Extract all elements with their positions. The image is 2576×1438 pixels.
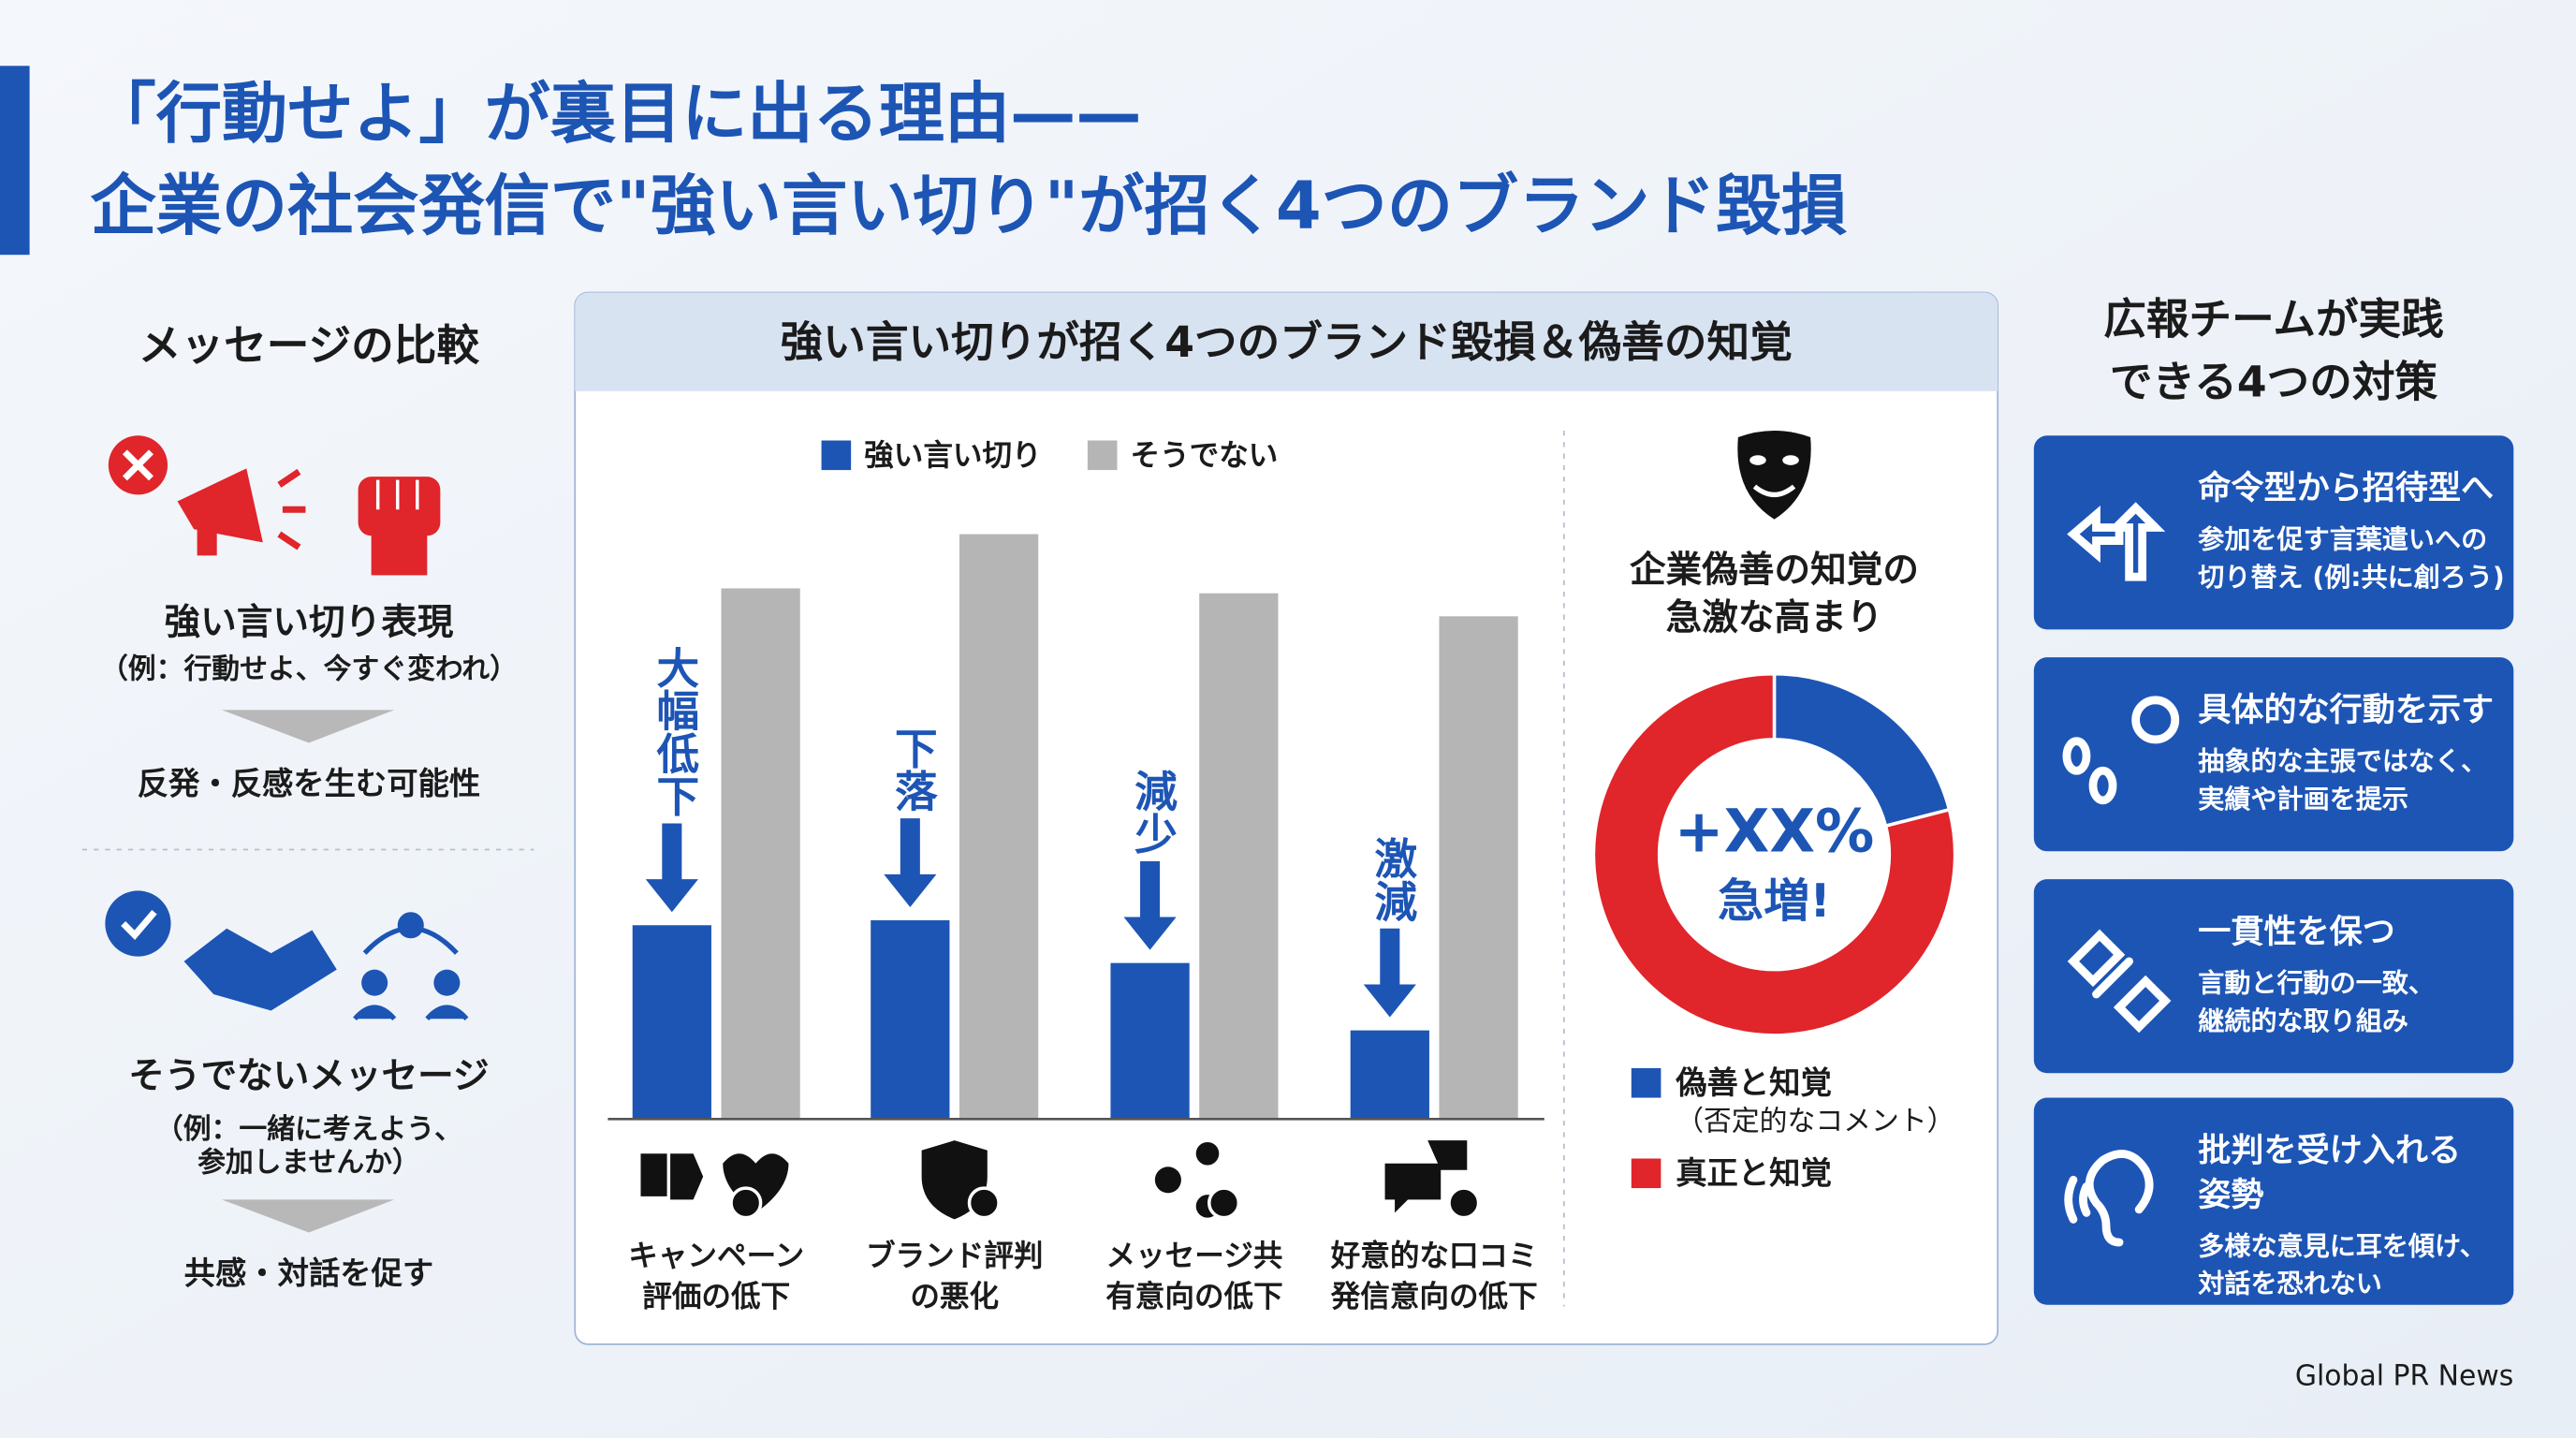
- category-icon-badge: [1207, 1186, 1241, 1220]
- annotation: 大幅低下: [650, 646, 699, 817]
- category-icon: [1154, 1141, 1220, 1218]
- section-heading: 広報チームが実践: [2103, 295, 2444, 345]
- title: 「行動せよ」が裏目に出る理由——: [91, 76, 1142, 153]
- bar: [871, 920, 950, 1120]
- category-label: 発信意向の低下: [1330, 1280, 1538, 1314]
- bar: [1350, 1030, 1429, 1120]
- category-icon: [1384, 1140, 1468, 1213]
- category-icon-badge: [1447, 1186, 1481, 1220]
- down-arrow: [645, 823, 698, 913]
- down-chevron: [221, 1199, 395, 1233]
- panel-header: [575, 292, 1998, 391]
- down-arrow: [1363, 928, 1416, 1018]
- legend-label: 真正と知覚: [1676, 1155, 1832, 1192]
- bar: [632, 925, 711, 1120]
- category-label: ブランド評判: [866, 1239, 1043, 1273]
- annotation: 減少: [1128, 770, 1178, 855]
- legend-swatch: [1087, 440, 1118, 471]
- category-label: メッセージ共: [1106, 1240, 1283, 1273]
- measure-title: 姿勢: [2198, 1176, 2263, 1214]
- chart-title: 強い言い切りが招く4つのブランド毀損＆偽善の知覚: [781, 317, 1793, 367]
- category-label: キャンペーン: [628, 1240, 804, 1273]
- measure-body: 多様な意見に耳を傾け、: [2198, 1230, 2485, 1261]
- message-example: 参加しませんか）: [198, 1146, 420, 1179]
- legend-swatch: [1631, 1158, 1661, 1189]
- footer-source: Global PR News: [2295, 1359, 2513, 1392]
- legend-label: 強い言い切り: [864, 439, 1041, 473]
- measure-body: 継続的な取り組み: [2198, 1005, 2408, 1036]
- measure-icon: [2062, 696, 2180, 805]
- category-icon-badge: [729, 1186, 763, 1220]
- message-example: （例：一緒に考えよう、: [155, 1113, 462, 1146]
- measure-icon: [2067, 502, 2166, 581]
- message-label: 強い言い切り表現: [165, 602, 454, 644]
- annotation: 激減: [1368, 836, 1417, 921]
- measure-card: [2033, 1097, 2514, 1305]
- donut-center-label: +XX%: [1675, 796, 1875, 865]
- measure-icon: [2067, 929, 2172, 1034]
- pie-title: 急激な高まり: [1666, 596, 1883, 638]
- measure-body: 言動と行動の一致、: [2198, 967, 2435, 998]
- legend-note: （否定的なコメント）: [1676, 1105, 1954, 1137]
- bar: [959, 534, 1039, 1120]
- bar: [1439, 616, 1518, 1120]
- title: 企業の社会発信で"強い言い切り"が招く4つのブランド毀損: [91, 168, 1848, 244]
- category-icon-badge: [967, 1186, 1001, 1220]
- annotation: 下落: [888, 726, 938, 812]
- category-label: 有意向の低下: [1105, 1280, 1282, 1314]
- message-result: 共感・対話を促す: [184, 1255, 434, 1292]
- legend-label: そうでない: [1131, 439, 1279, 473]
- measure-title: 命令型から招待型へ: [2198, 469, 2494, 507]
- donut-segment: [1591, 671, 1957, 1037]
- legend-label: 偽善と知覚: [1675, 1064, 1832, 1101]
- measure-card: [2033, 435, 2514, 630]
- pie-title: 企業偽善の知覚の: [1630, 549, 1919, 591]
- down-chevron: [221, 710, 395, 743]
- measure-body: 抽象的な主張ではなく、: [2198, 746, 2487, 777]
- measure-card: [2033, 657, 2514, 852]
- measure-icon: [2064, 1150, 2154, 1247]
- down-arrow: [884, 818, 937, 907]
- measure-body: 実績や計画を提示: [2198, 784, 2408, 814]
- section-heading: できる4つの対策: [2110, 357, 2438, 406]
- soft-icons: [105, 890, 469, 1021]
- bar: [1199, 593, 1279, 1120]
- measure-body: 参加を促す言葉遣いへの: [2198, 524, 2487, 555]
- legend-swatch: [821, 440, 852, 471]
- category-label: 評価の低下: [642, 1280, 790, 1314]
- measure-body: 対話を恐れない: [2198, 1269, 2382, 1299]
- message-result: 反発・反感を生む可能性: [138, 766, 481, 802]
- measure-body: 切り替え (例:共に創ろう): [2198, 562, 2504, 593]
- message-example: （例：行動せよ、今すぐ変われ）: [100, 653, 518, 686]
- measure-card: [2033, 879, 2514, 1074]
- measure-title: 批判を受け入れる: [2198, 1131, 2461, 1169]
- bar: [721, 588, 800, 1120]
- donut-center-label: 急増!: [1718, 873, 1831, 928]
- measure-title: 具体的な行動を示す: [2198, 691, 2494, 729]
- strong-icons: [108, 435, 441, 576]
- legend-swatch: [1631, 1067, 1661, 1098]
- mask-icon: [1737, 430, 1811, 520]
- message-label: そうでないメッセージ: [128, 1055, 489, 1097]
- accent-bar: [0, 66, 30, 256]
- down-arrow: [1123, 860, 1177, 950]
- section-heading: メッセージの比較: [139, 321, 479, 371]
- bar: [1110, 962, 1190, 1120]
- category-label: の悪化: [910, 1281, 999, 1314]
- measure-title: 一貫性を保つ: [2198, 913, 2395, 951]
- category-label: 好意的な口コミ: [1330, 1239, 1538, 1273]
